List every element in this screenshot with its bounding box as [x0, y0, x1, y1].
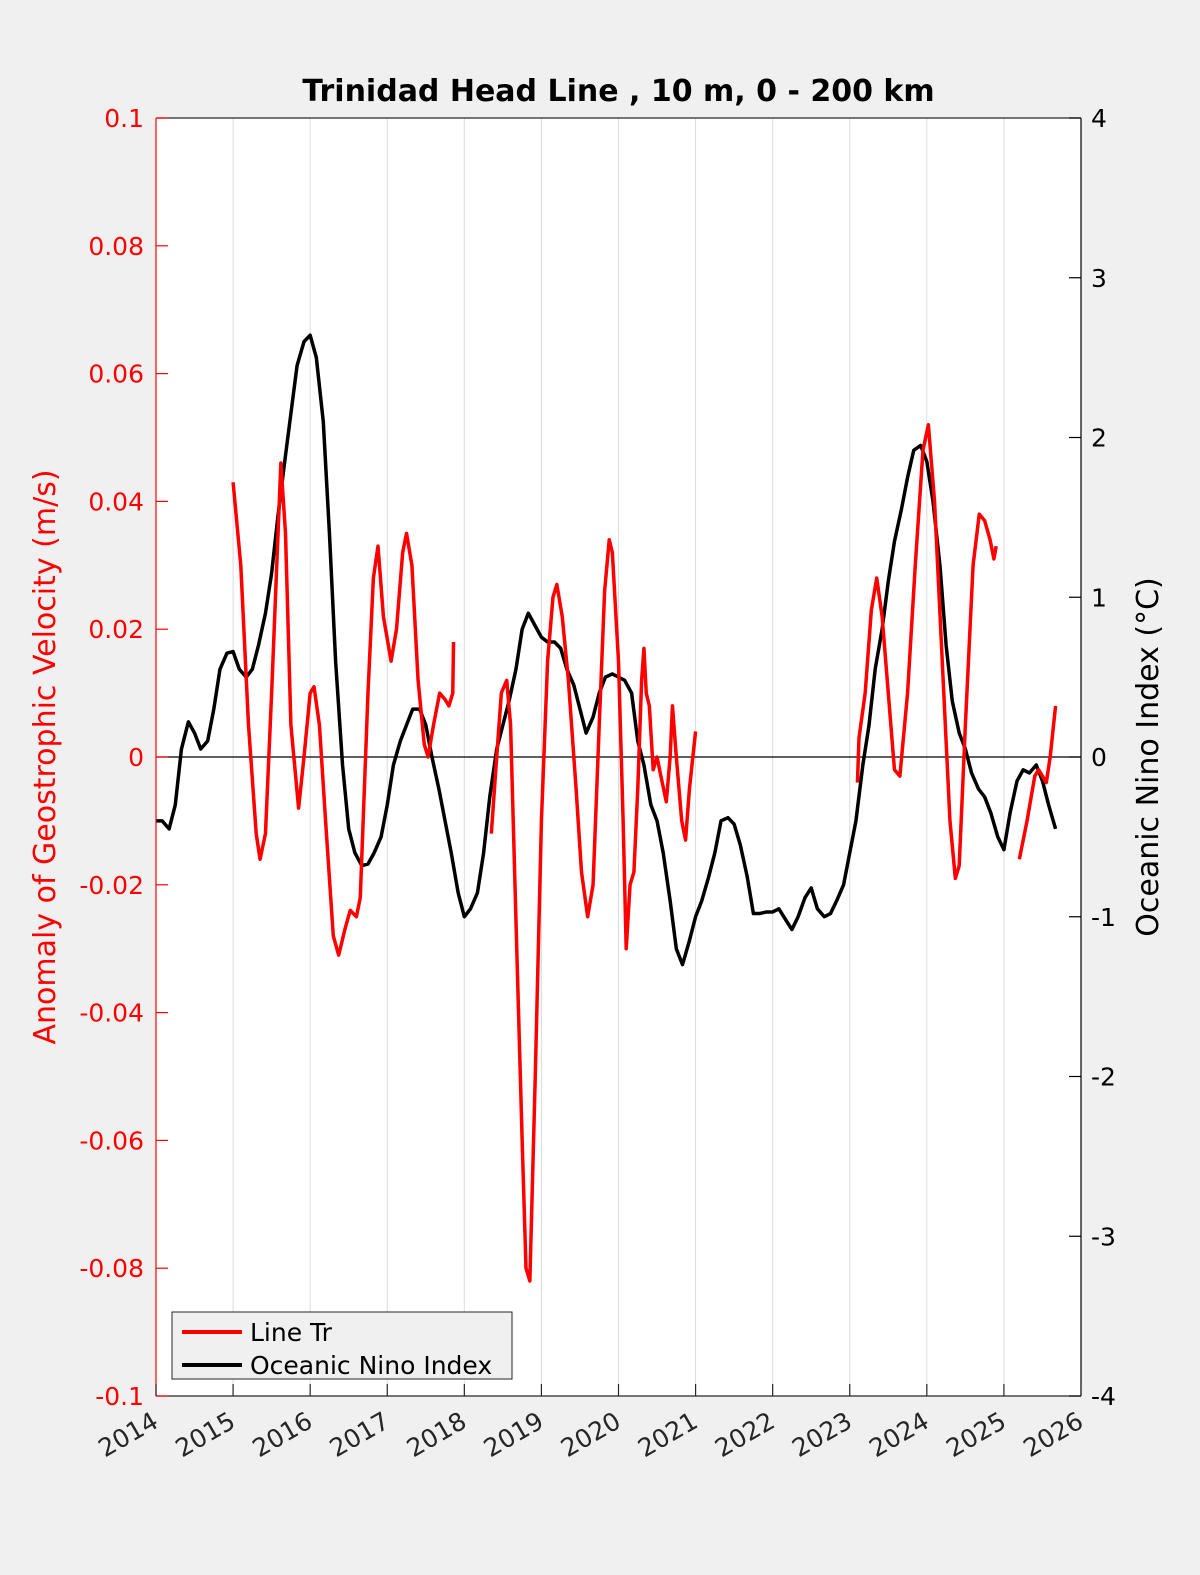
series-line-tr-segment: [489, 537, 698, 1283]
legend-label-line-tr: Line Tr: [250, 1318, 333, 1347]
y-axis-left-label: Anomaly of Geostrophic Velocity (m/s): [28, 469, 63, 1044]
y-left-tick-label: -0.06: [79, 1126, 144, 1155]
y-right-tick-label: -2: [1091, 1063, 1116, 1092]
y-left-tick-label: 0.1: [104, 104, 144, 133]
series-line-oni: [156, 333, 1058, 967]
y-left-tick-label: -0.1: [95, 1382, 144, 1411]
chart-title: Trinidad Head Line , 10 m, 0 - 200 km: [302, 74, 934, 109]
y-right-tick-label: 2: [1091, 424, 1107, 453]
legend[interactable]: Line Tr Oceanic Nino Index: [171, 1311, 513, 1380]
y-right-tick-label: 3: [1091, 264, 1107, 293]
series-line-tr-segment: [231, 461, 456, 957]
legend-label-oni: Oceanic Nino Index: [250, 1351, 492, 1380]
y-left-tick-label: -0.02: [79, 871, 144, 900]
legend-box: [171, 1311, 513, 1380]
y-right-tick-label: 1: [1091, 583, 1107, 612]
y-left-tick-label: -0.08: [79, 1254, 144, 1283]
y-right-tick-label: -3: [1091, 1222, 1116, 1251]
y-right-tick-label: -1: [1091, 903, 1116, 932]
y-left-tick-label: 0.06: [88, 360, 144, 389]
y-left-tick-label: 0.04: [88, 487, 144, 516]
y-right-tick-label: 0: [1091, 743, 1107, 772]
series-line-tr-segment: [1017, 705, 1058, 860]
y-axis-right-label: Oceanic Nino Index (°C): [1131, 577, 1166, 937]
series-layer: [156, 333, 1058, 1283]
y-left-tick-label: 0: [128, 743, 144, 772]
y-right-tick-label: 4: [1091, 104, 1107, 133]
series-line-tr-segment: [855, 422, 998, 881]
y-left-tick-label: 0.02: [88, 615, 144, 644]
y-left-tick-label: -0.04: [79, 999, 144, 1028]
y-left-tick-label: 0.08: [88, 232, 144, 261]
y-right-tick-label: -4: [1091, 1382, 1116, 1411]
